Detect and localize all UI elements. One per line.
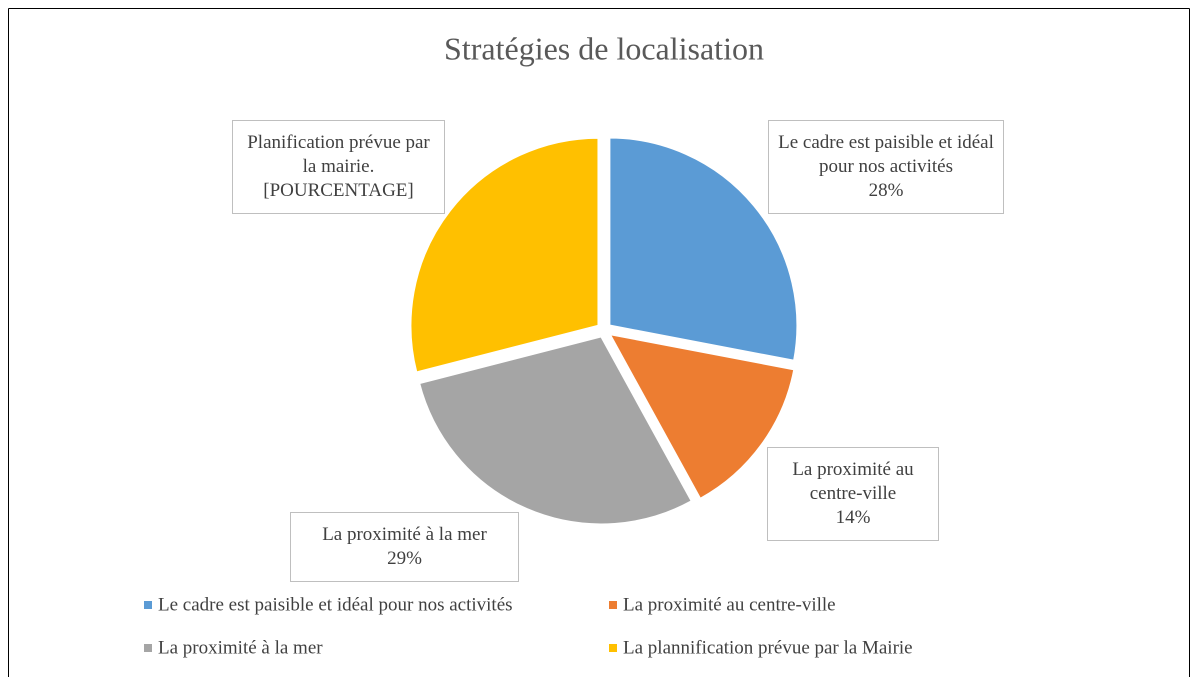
legend-marker: [144, 601, 152, 609]
data-label-name: La proximité au centre-ville: [792, 459, 914, 504]
data-label-name: Planification prévue par la mairie.: [247, 132, 430, 177]
data-label: La proximité au centre-ville 14%: [767, 447, 939, 541]
legend-label: Le cadre est paisible et idéal pour nos …: [158, 594, 513, 615]
chart-title: Stratégies de localisation: [444, 30, 764, 66]
data-label-name: La proximité à la mer: [322, 524, 487, 545]
legend-marker: [609, 601, 617, 609]
data-label-value: [POURCENTAGE]: [263, 180, 414, 201]
data-label-value: 28%: [868, 180, 904, 201]
data-label: Planification prévue par la mairie. [POUR…: [232, 120, 445, 214]
legend-label: La plannification prévue par la Mairie: [623, 637, 913, 658]
data-label-name: Le cadre est paisible et idéal pour nos …: [778, 132, 994, 177]
data-label-value: 29%: [387, 548, 422, 569]
legend-label: La proximité à la mer: [158, 637, 323, 658]
pie-slice: [417, 335, 694, 526]
pie-slice: [607, 332, 796, 501]
legend-marker: [609, 644, 617, 652]
pie-slice: [409, 136, 600, 374]
data-label: La proximité à la mer 29%: [290, 512, 519, 582]
data-label-value: 14%: [835, 507, 871, 528]
legend-marker: [144, 644, 152, 652]
pie-slice: [608, 136, 799, 362]
data-label: Le cadre est paisible et idéal pour nos …: [768, 120, 1004, 214]
legend-label: La proximité au centre-ville: [623, 594, 836, 615]
